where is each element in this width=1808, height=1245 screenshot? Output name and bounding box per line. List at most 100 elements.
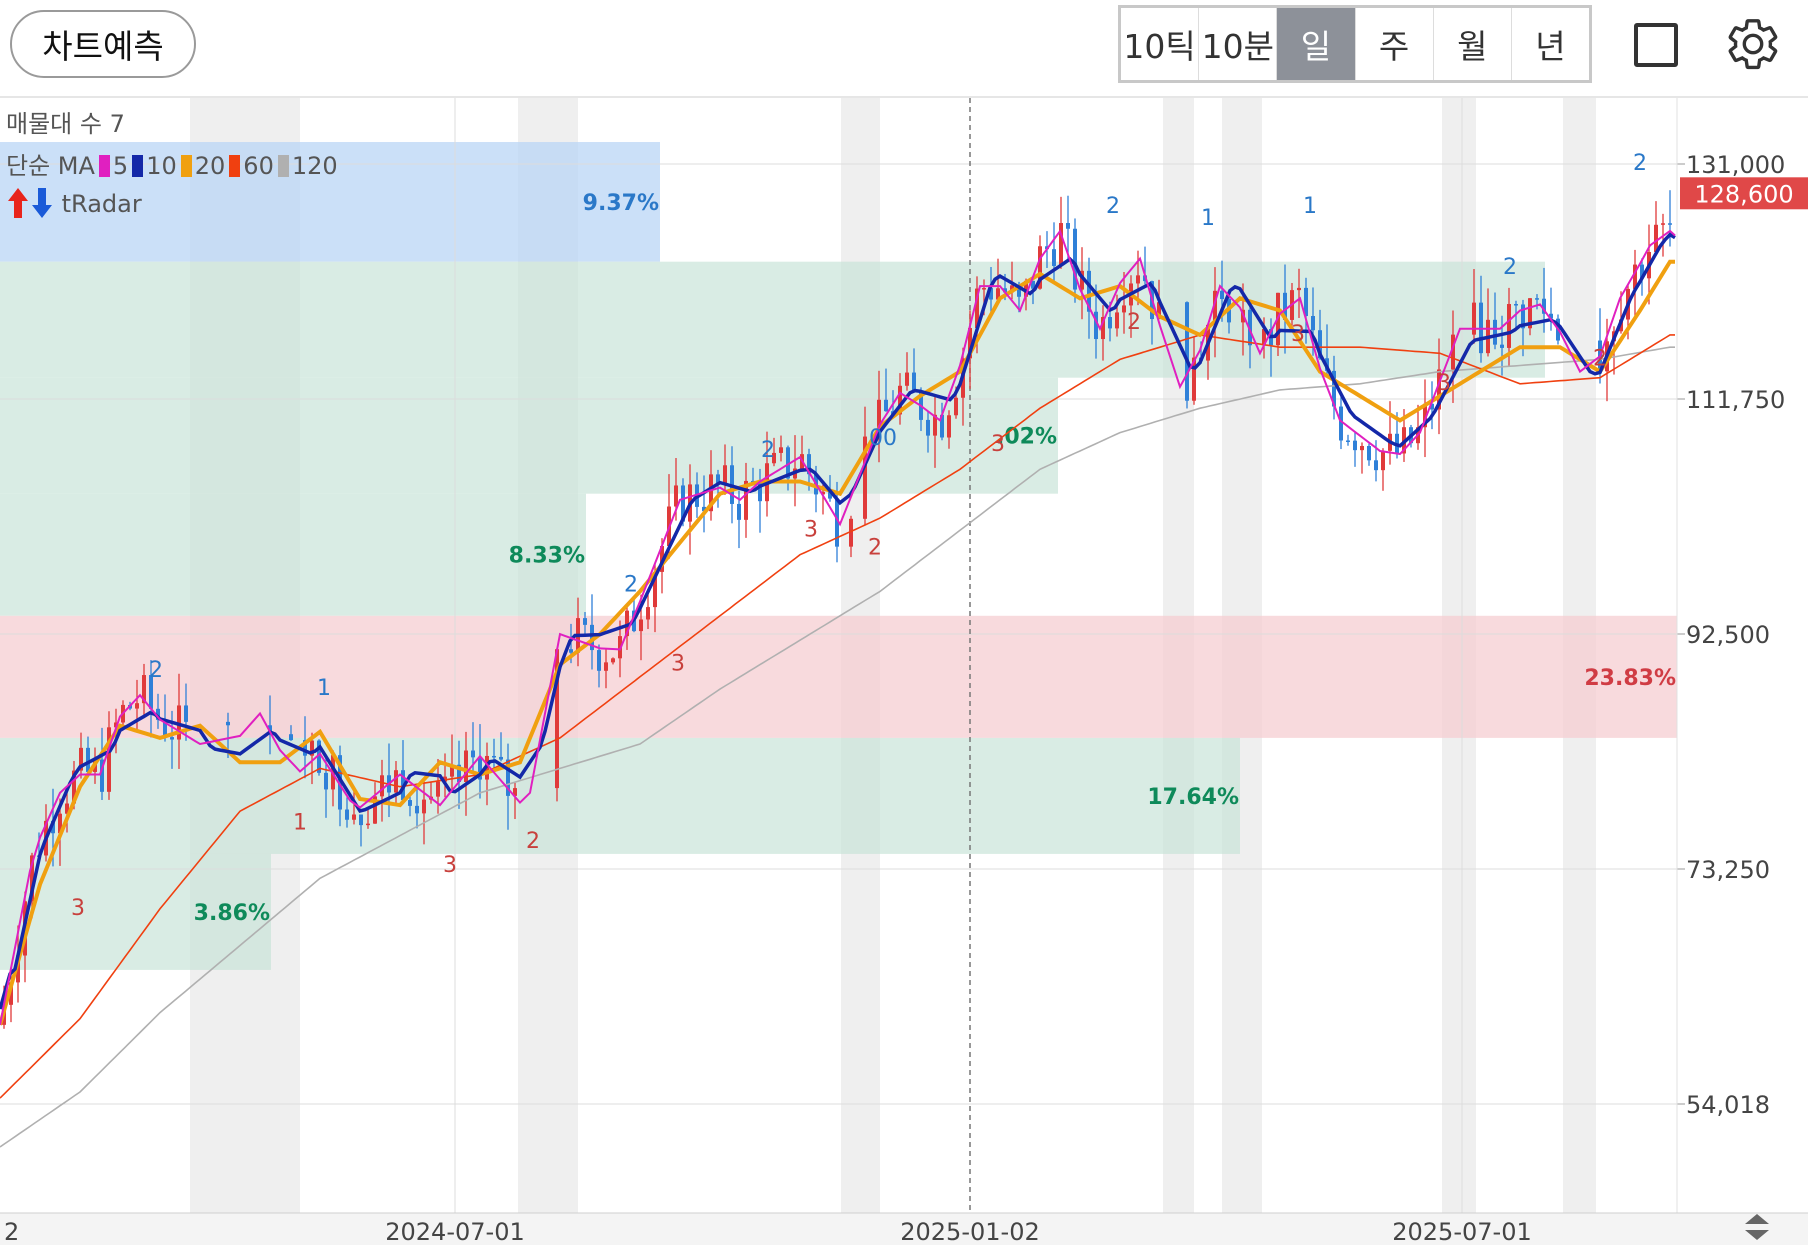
- price-axis-label: 92,500: [1686, 621, 1770, 649]
- candle-body: [1185, 302, 1189, 401]
- signal-marker: 2: [761, 438, 775, 463]
- ma5-swatch: [98, 155, 110, 177]
- candle-body: [184, 705, 188, 722]
- volume-profile-label: 23.83%: [1584, 666, 1676, 691]
- ma20-swatch: [180, 155, 192, 177]
- signal-marker: 1: [317, 676, 331, 701]
- candle-body: [709, 474, 713, 512]
- candle-body: [317, 740, 321, 773]
- candle-body: [604, 662, 608, 671]
- candle-body: [1472, 302, 1476, 335]
- period-10tick-button[interactable]: 10틱: [1121, 8, 1200, 80]
- gear-icon[interactable]: [1724, 15, 1782, 73]
- candle-body: [947, 415, 951, 438]
- chart-predict-button[interactable]: 차트예측: [10, 10, 196, 78]
- candle-body: [450, 764, 454, 777]
- candle-body: [72, 770, 76, 804]
- candle-body: [310, 740, 314, 756]
- candle-body: [1262, 329, 1266, 346]
- candle-body: [1535, 298, 1539, 300]
- ma10-label: 10: [146, 152, 177, 180]
- candle-body: [422, 799, 426, 814]
- candle-body: [1437, 369, 1441, 410]
- signal-marker: 2: [1106, 194, 1120, 219]
- square-icon[interactable]: [1634, 23, 1678, 67]
- price-axis-label: 131,000: [1686, 151, 1785, 179]
- candle-body: [1052, 249, 1056, 266]
- volume-profile-bar: [0, 142, 660, 262]
- down-arrow-icon: [32, 188, 52, 218]
- candle-body: [723, 465, 727, 484]
- current-price-badge: [1680, 177, 1808, 210]
- signal-marker: 3: [71, 896, 85, 921]
- candle-body: [114, 722, 118, 728]
- candle-body: [1661, 223, 1665, 225]
- volume-profile-label: 9.37%: [583, 191, 659, 216]
- candle-body: [499, 756, 503, 760]
- period-selector: 10틱 10분 일 주 월 년: [1118, 5, 1592, 83]
- candle-body: [1374, 460, 1378, 471]
- signal-marker: 3: [1437, 371, 1451, 396]
- candle-body: [51, 820, 55, 834]
- period-10min-button[interactable]: 10분: [1199, 8, 1278, 80]
- candle-body: [884, 399, 888, 412]
- candle-body: [1101, 317, 1105, 340]
- candle-body: [177, 705, 181, 740]
- candle-body: [156, 708, 160, 720]
- candle-body: [639, 619, 643, 632]
- candle-body: [583, 618, 587, 625]
- candle-body: [394, 770, 398, 793]
- candle-body: [786, 447, 790, 479]
- ma120-line: [0, 346, 1675, 1148]
- signal-marker: 1: [1303, 194, 1317, 219]
- candle-body: [1493, 319, 1497, 345]
- candle-body: [954, 397, 958, 416]
- period-week-button[interactable]: 주: [1356, 8, 1434, 80]
- candle-body: [625, 610, 629, 637]
- candle-body: [828, 491, 832, 499]
- candle-body: [86, 747, 90, 772]
- candle-body: [345, 809, 349, 820]
- signal-marker: 3: [1291, 322, 1305, 347]
- candle-body: [513, 788, 517, 796]
- candle-body: [1668, 223, 1672, 225]
- volume-profile-label: .02%: [996, 425, 1057, 450]
- candle-body: [1311, 316, 1315, 331]
- candle-body: [1332, 370, 1336, 407]
- candle-body: [492, 755, 496, 758]
- candle-body: [835, 498, 839, 547]
- tradar-legend: tRadar: [6, 186, 142, 220]
- price-chart[interactable]: 9.37% .02% 8.33% 23.83% 17.64% 3.86% 2 1 2 2 00 2 1…: [0, 98, 1808, 1245]
- candle-body: [1423, 403, 1427, 428]
- date-axis-label: 2025-01-02: [900, 1218, 1039, 1245]
- signal-marker: 3: [671, 652, 685, 677]
- period-month-button[interactable]: 월: [1434, 8, 1512, 80]
- period-year-button[interactable]: 년: [1535, 27, 1566, 66]
- price-axis-label: 54,018: [1686, 1091, 1770, 1119]
- tradar-label: tRadar: [61, 190, 142, 218]
- chart-plot[interactable]: 9.37% .02% 8.33% 23.83% 17.64% 3.86% 2 1 2 2 00 2 1…: [0, 98, 1808, 1245]
- candle-body: [716, 474, 720, 484]
- candle-body: [1157, 302, 1161, 320]
- candle-body: [135, 703, 139, 709]
- candle-body: [352, 814, 356, 820]
- signal-marker: 2: [868, 536, 882, 561]
- candle-body: [1192, 357, 1196, 401]
- candle-body: [926, 419, 930, 436]
- candle-body: [303, 740, 307, 756]
- signal-marker: 1: [293, 810, 307, 835]
- candle-body: [989, 288, 993, 300]
- period-day-button[interactable]: 일: [1277, 8, 1356, 80]
- candle-body: [170, 737, 174, 740]
- scroll-down-icon: [1745, 1230, 1769, 1240]
- signal-marker: 3: [804, 517, 818, 542]
- candle-body: [702, 506, 706, 512]
- ma120-label: 120: [291, 152, 338, 180]
- candle-body: [1451, 334, 1455, 370]
- candle-body: [1073, 228, 1077, 290]
- candle-body: [226, 721, 230, 726]
- candle-body: [1087, 270, 1091, 312]
- candle-body: [100, 759, 104, 792]
- candle-body: [674, 485, 678, 507]
- candle-body: [569, 649, 573, 653]
